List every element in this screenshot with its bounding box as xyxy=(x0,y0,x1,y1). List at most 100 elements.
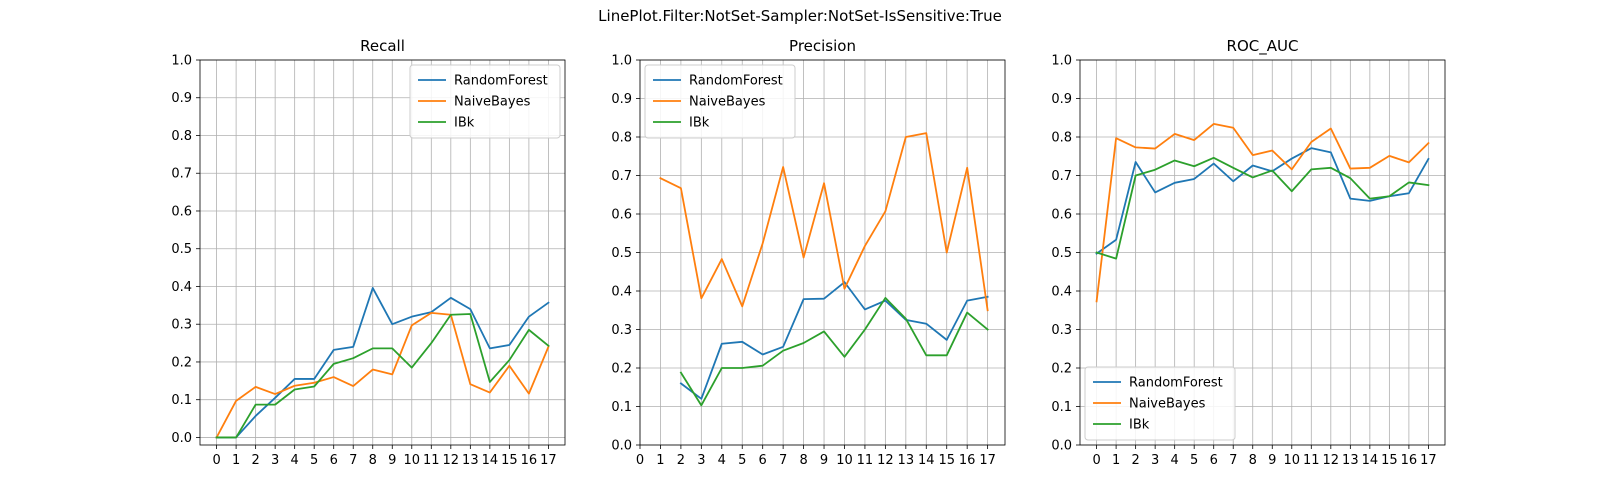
x-tick-label: 1 xyxy=(232,453,240,468)
x-tick-label: 4 xyxy=(718,453,726,468)
x-tick-label: 4 xyxy=(291,453,299,468)
x-tick-label: 14 xyxy=(918,453,935,468)
y-tick-label: 0.8 xyxy=(1051,131,1072,146)
y-tick-label: 0.2 xyxy=(1051,362,1072,377)
y-tick-label: 0.1 xyxy=(1051,400,1072,415)
x-tick-label: 13 xyxy=(1342,453,1359,468)
y-tick-label: 0.0 xyxy=(1051,439,1072,454)
x-tick-label: 8 xyxy=(369,453,377,468)
x-tick-label: 3 xyxy=(271,453,279,468)
y-tick-label: 0.7 xyxy=(171,167,192,182)
x-tick-label: 6 xyxy=(759,453,767,468)
x-tick-label: 10 xyxy=(836,453,853,468)
y-tick-label: 0.6 xyxy=(1051,208,1072,223)
y-tick-label: 0.8 xyxy=(611,131,632,146)
x-tick-label: 8 xyxy=(1249,453,1257,468)
series-lines xyxy=(215,287,550,439)
series-line-naivebayes xyxy=(215,311,550,439)
x-tick-label: 12 xyxy=(1323,453,1340,468)
subplots: 0 1 2 3 4 5 6 7 8 9 10 11 12 13 14 15 16 170.00.10.20.30.… xyxy=(171,37,1446,468)
x-tick-label: 16 xyxy=(521,453,538,468)
y-tick-label: 0.5 xyxy=(1051,246,1072,261)
y-tick-label: 0.9 xyxy=(611,92,632,107)
x-tick-label: 4 xyxy=(1171,453,1179,468)
x-tick-label: 2 xyxy=(251,453,259,468)
axes-frame xyxy=(639,59,1006,446)
x-tick-label: 16 xyxy=(1401,453,1418,468)
y-tick-label: 0.0 xyxy=(611,439,632,454)
x-tick-label: 9 xyxy=(388,453,396,468)
legend-label-naivebayes: NaiveBayes xyxy=(1129,397,1206,412)
x-tick-label: 7 xyxy=(349,453,357,468)
x-tick-label: 17 xyxy=(540,453,557,468)
y-tick-label: 0.6 xyxy=(611,208,632,223)
y-tick-label: 0.5 xyxy=(171,242,192,257)
legend: RandomForest NaiveBayes IBk xyxy=(1084,366,1236,441)
y-tick-label: 0.6 xyxy=(171,204,192,219)
subplot-title: ROC_AUC xyxy=(1227,37,1299,56)
x-tick-label: 9 xyxy=(820,453,828,468)
series-line-ibk xyxy=(1095,156,1430,260)
series-line-randomforest xyxy=(1095,147,1430,255)
y-tick-label: 0.4 xyxy=(171,280,192,295)
y-tick-label: 0.4 xyxy=(1051,285,1072,300)
subplot-roc-auc: 0 1 2 3 4 5 6 7 8 9 10 11 12 13 14 15 16 170.00.10.20.30.… xyxy=(1051,37,1446,468)
x-tick-label: 8 xyxy=(799,453,807,468)
legend-label-randomforest: RandomForest xyxy=(689,74,783,89)
subplot-recall: 0 1 2 3 4 5 6 7 8 9 10 11 12 13 14 15 16 170.00.10.20.30.… xyxy=(171,37,566,468)
x-tick-label: 15 xyxy=(938,453,955,468)
figure-suptitle: LinePlot.Filter:NotSet-Sampler:NotSet-Is… xyxy=(598,7,1002,25)
x-tick-label: 6 xyxy=(1210,453,1218,468)
x-tick-label: 9 xyxy=(1268,453,1276,468)
x-tick-label: 12 xyxy=(443,453,460,468)
x-tick-label: 5 xyxy=(1190,453,1198,468)
y-tick-label: 0.0 xyxy=(171,431,192,446)
axes-frame xyxy=(1079,59,1446,446)
legend-label-naivebayes: NaiveBayes xyxy=(689,95,766,110)
y-tick-label: 0.8 xyxy=(171,129,192,144)
x-tick-label: 11 xyxy=(857,453,874,468)
y-tick-label: 0.3 xyxy=(1051,323,1072,338)
x-tick-label: 10 xyxy=(404,453,421,468)
legend-label-ibk: IBk xyxy=(689,116,710,131)
series-lines xyxy=(1095,123,1430,303)
x-tick-label: 2 xyxy=(677,453,685,468)
y-tick-label: 0.9 xyxy=(171,91,192,106)
x-tick-label: 0 xyxy=(1092,453,1100,468)
legend: RandomForest NaiveBayes IBk xyxy=(644,64,796,139)
subplot-title: Precision xyxy=(789,37,856,55)
x-tick-label: 0 xyxy=(212,453,220,468)
y-tick-label: 0.3 xyxy=(611,323,632,338)
x-tick-label: 14 xyxy=(1362,453,1379,468)
series-line-naivebayes xyxy=(659,132,989,312)
legend-box xyxy=(409,64,561,139)
y-tick-label: 0.9 xyxy=(1051,92,1072,107)
series-line-naivebayes xyxy=(1095,123,1430,303)
y-tick-label: 1.0 xyxy=(611,54,632,69)
x-tick-label: 0 xyxy=(636,453,644,468)
legend-label-ibk: IBk xyxy=(454,116,475,131)
y-tick-label: 0.2 xyxy=(171,355,192,370)
y-tick-label: 1.0 xyxy=(1051,54,1072,69)
y-tick-label: 0.1 xyxy=(171,393,192,408)
x-tick-label: 16 xyxy=(959,453,976,468)
x-tick-label: 3 xyxy=(697,453,705,468)
legend-label-naivebayes: NaiveBayes xyxy=(454,95,531,110)
subplot-title: Recall xyxy=(360,37,405,55)
y-tick-label: 0.3 xyxy=(171,318,192,333)
x-tick-label: 13 xyxy=(462,453,479,468)
x-tick-label: 12 xyxy=(877,453,894,468)
legend-label-ibk: IBk xyxy=(1129,418,1150,433)
legend-box xyxy=(644,64,796,139)
x-tick-label: 7 xyxy=(779,453,787,468)
x-tick-label: 3 xyxy=(1151,453,1159,468)
x-tick-label: 15 xyxy=(501,453,518,468)
legend: RandomForest NaiveBayes IBk xyxy=(409,64,561,139)
legend-label-randomforest: RandomForest xyxy=(454,74,548,89)
x-tick-label: 14 xyxy=(482,453,499,468)
x-tick-label: 6 xyxy=(330,453,338,468)
x-tick-label: 11 xyxy=(423,453,440,468)
x-tick-label: 13 xyxy=(898,453,915,468)
